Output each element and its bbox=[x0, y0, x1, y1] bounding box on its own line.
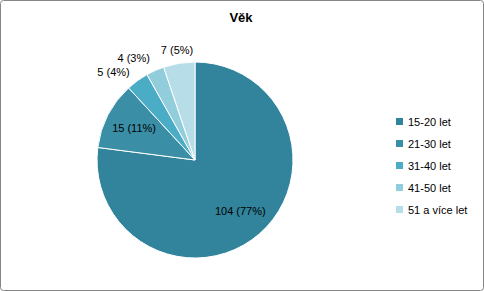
legend-entry: 51 a více let bbox=[408, 204, 467, 216]
legend-entry: 15-20 let bbox=[408, 116, 451, 128]
chart: Věk 104 (77%) 15 (11%) 5 (4%) 4 (3%) 7 (5%) 15… bbox=[0, 0, 484, 291]
chart-frame bbox=[1, 1, 484, 291]
legend: 15-20 let 21-30 let 31-40 let 41-50 let 51 a… bbox=[396, 116, 467, 216]
legend-entry: 21-30 let bbox=[408, 138, 451, 150]
legend-entry: 31-40 let bbox=[408, 160, 451, 172]
slice bbox=[164, 62, 195, 160]
data-label: 5 (4%) bbox=[97, 66, 129, 78]
data-label: 7 (5%) bbox=[161, 44, 193, 56]
slice bbox=[97, 62, 293, 258]
data-label: 104 (77%) bbox=[215, 205, 266, 217]
legend-swatch bbox=[396, 162, 403, 169]
data-label: 15 (11%) bbox=[112, 122, 156, 134]
legend-swatch bbox=[396, 184, 403, 191]
data-label: 4 (3%) bbox=[117, 52, 149, 64]
legend-entry: 41-50 let bbox=[408, 182, 451, 194]
legend-swatch bbox=[396, 140, 403, 147]
title: Věk bbox=[229, 10, 253, 25]
legend-swatch bbox=[396, 118, 403, 125]
pie: 104 (77%) 15 (11%) 5 (4%) 4 (3%) 7 (5%) bbox=[97, 44, 293, 258]
legend-swatch bbox=[396, 206, 403, 213]
